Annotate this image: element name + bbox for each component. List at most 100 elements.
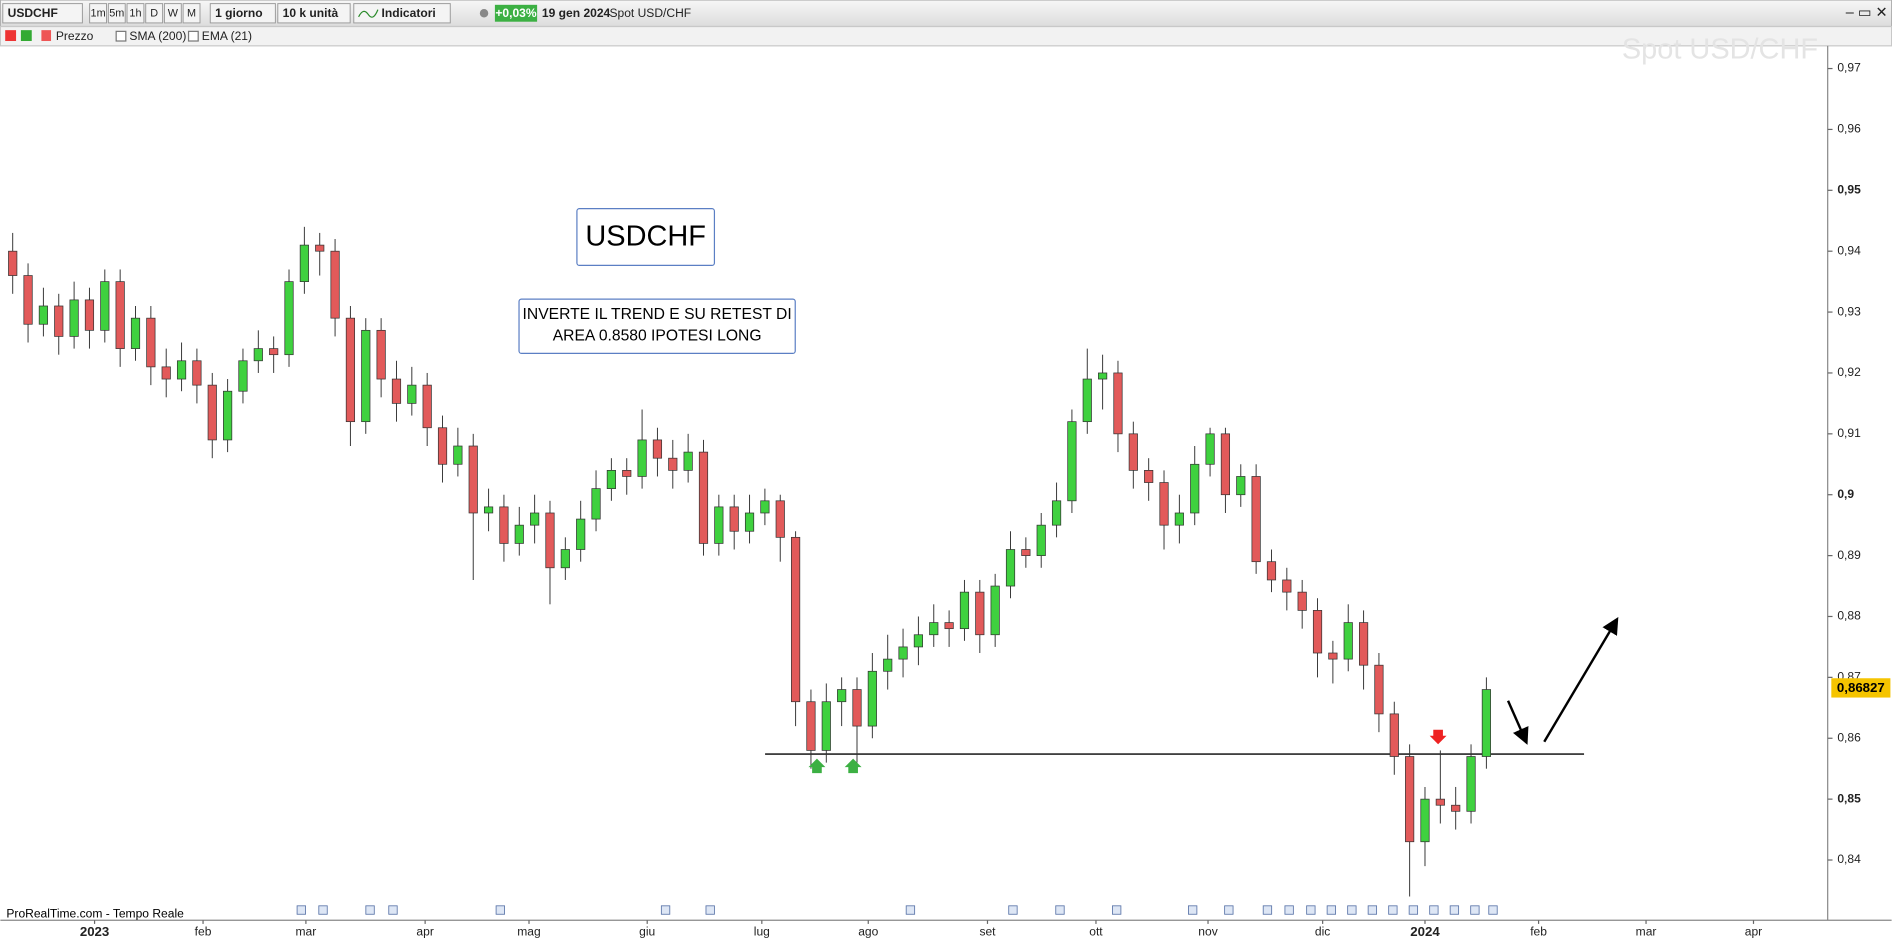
timeframe-label: D — [150, 8, 158, 20]
x-tick-label: 2024 — [1410, 924, 1440, 939]
candle-body — [483, 506, 494, 514]
y-tick-label: 0,97 — [1837, 61, 1861, 75]
candle-body — [837, 689, 847, 703]
candle-body — [468, 445, 478, 514]
candle-body — [161, 366, 171, 380]
candle-body — [453, 445, 463, 465]
candle-body — [146, 317, 156, 368]
plot: 0,840,850,860,870,880,890,90,910,920,930… — [8, 61, 1891, 939]
candle-body — [391, 378, 402, 404]
y-tick-label: 0,95 — [1837, 182, 1861, 196]
candle-body — [38, 305, 48, 325]
candle-body — [330, 250, 340, 319]
y-tick-label: 0,96 — [1837, 122, 1861, 136]
timeframe-button[interactable] — [126, 3, 145, 24]
x-tick-label: 2023 — [80, 924, 109, 939]
candle-body — [821, 701, 831, 751]
candle-body — [622, 470, 632, 477]
change-badge — [494, 4, 538, 22]
legend-icon[interactable] — [20, 30, 32, 42]
timeframe-button[interactable] — [145, 3, 164, 24]
symbol-box[interactable] — [2, 3, 83, 24]
last-price-tag — [1831, 678, 1891, 698]
x-tick-label: feb — [195, 925, 212, 939]
candle-body — [115, 281, 125, 349]
timeframe-label: 5m — [109, 8, 124, 20]
candle-body — [1405, 756, 1415, 843]
candle-body — [1266, 561, 1277, 581]
candle-body — [929, 622, 939, 636]
candle-body — [1389, 713, 1399, 757]
timeframe-button[interactable] — [182, 3, 201, 24]
candle-body — [852, 689, 862, 727]
candle-body — [591, 488, 601, 520]
candle-body — [775, 500, 785, 538]
x-tick-label: giu — [639, 925, 655, 939]
candle-body — [1236, 476, 1246, 496]
candle-body — [192, 360, 202, 386]
candle-body — [84, 299, 95, 331]
legend-item: EMA (21) — [202, 29, 252, 43]
candle-body — [1174, 512, 1184, 526]
candle-body — [1051, 500, 1062, 526]
candle-body — [54, 305, 64, 337]
candle-body — [284, 281, 294, 356]
candle-body — [606, 470, 616, 489]
watermark: Spot USD/CHF — [1622, 33, 1818, 65]
candle-body — [1251, 476, 1261, 563]
indicators-box[interactable] — [353, 3, 451, 24]
window-controls[interactable]: – ▭ ✕ — [1846, 5, 1888, 21]
annotation-text: INVERTE IL TREND E SU RETEST DI — [523, 306, 792, 323]
candle-body — [499, 506, 509, 544]
price-swatch — [41, 30, 52, 42]
annotation-text: AREA 0.8580 IPOTESI LONG — [553, 328, 762, 345]
candle-body — [1005, 549, 1016, 587]
candle-body — [100, 281, 110, 331]
candle-body — [176, 360, 187, 380]
candle-body — [1159, 482, 1169, 526]
candle-body — [883, 658, 893, 672]
candle-body — [560, 549, 570, 569]
symbol: USDCHF — [8, 6, 58, 20]
checkbox[interactable] — [115, 30, 127, 42]
timeframe-label: 1h — [129, 8, 141, 20]
period-box[interactable] — [209, 3, 276, 24]
timeframe-label: W — [168, 8, 179, 20]
candle-body — [376, 329, 386, 380]
x-tick-label: dic — [1315, 925, 1330, 939]
instrument: Spot USD/CHF — [609, 6, 691, 20]
y-tick-label: 0,84 — [1837, 852, 1861, 866]
candle-body — [1144, 470, 1154, 483]
x-tick-label: set — [979, 925, 996, 939]
timeframe-button[interactable] — [107, 3, 126, 24]
units-box[interactable] — [277, 3, 351, 24]
up-marker — [844, 758, 862, 774]
candle-body — [8, 250, 18, 276]
candle-body — [223, 390, 233, 441]
y-tick-label: 0,94 — [1837, 243, 1861, 257]
legend-icon[interactable] — [5, 30, 17, 42]
indicators-icon — [358, 9, 379, 18]
candle-body — [238, 360, 248, 392]
arrow — [1543, 617, 1619, 743]
checkbox[interactable] — [187, 30, 199, 42]
timeframe-button[interactable] — [163, 3, 182, 24]
down-marker — [1429, 729, 1447, 745]
x-tick-label: apr — [1745, 925, 1762, 939]
timeframe-button[interactable] — [89, 3, 108, 24]
candle-body — [130, 317, 141, 349]
candle-body — [1220, 433, 1231, 496]
candle-body — [1435, 798, 1445, 806]
candle-body — [975, 591, 985, 636]
candle-body — [1328, 652, 1338, 660]
status-dot — [479, 9, 489, 18]
y-tick-label: 0,85 — [1837, 791, 1861, 805]
candle-body — [714, 506, 724, 544]
candle-body — [668, 457, 678, 471]
candle-body — [576, 518, 586, 550]
last-price-label: 0,86827 — [1837, 680, 1885, 695]
candle-body — [69, 299, 79, 337]
annotation-box — [518, 298, 796, 355]
candle-body — [299, 244, 309, 282]
candle-body — [1297, 591, 1307, 611]
